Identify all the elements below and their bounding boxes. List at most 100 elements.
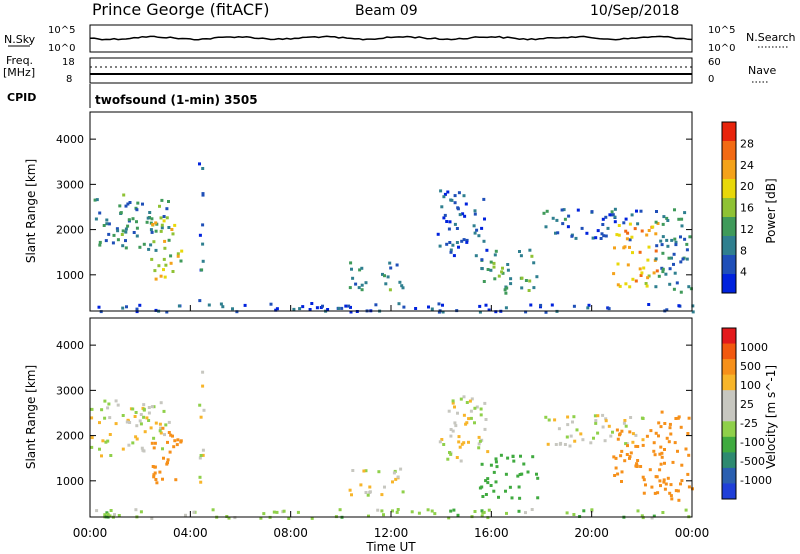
range-cell <box>153 471 157 475</box>
range-cell <box>98 447 101 451</box>
range-cell <box>626 263 630 267</box>
range-cell <box>462 413 466 417</box>
range-cell <box>177 304 181 308</box>
range-cell <box>139 422 143 426</box>
range-cell <box>511 454 515 458</box>
range-cell <box>634 433 638 437</box>
range-cell <box>160 198 164 202</box>
colorbar-tick-label: 100 <box>740 379 761 392</box>
range-cell <box>617 224 621 227</box>
range-cell <box>436 232 440 236</box>
range-cell <box>360 283 364 287</box>
range-cell <box>482 280 486 283</box>
blob-3 <box>348 261 405 292</box>
range-cell <box>500 270 504 274</box>
range-cell <box>554 443 558 446</box>
range-cell <box>449 250 453 254</box>
range-cell <box>150 441 154 445</box>
range-cell <box>647 245 651 249</box>
range-cell <box>310 302 314 305</box>
range-cell <box>171 270 175 273</box>
range-cell <box>184 513 187 517</box>
x-tick-label: 20:00 <box>574 526 609 540</box>
range-cell <box>443 192 447 196</box>
range-cell <box>430 307 434 311</box>
range-cell <box>383 274 386 278</box>
range-cell <box>453 421 457 425</box>
range-cell <box>663 461 666 465</box>
range-cell <box>459 459 463 463</box>
range-cell <box>676 416 680 420</box>
range-cell <box>520 472 524 476</box>
range-cell <box>685 248 689 252</box>
range-cell <box>656 491 660 495</box>
range-cell <box>685 257 689 261</box>
range-cell <box>615 233 619 237</box>
range-cell <box>198 233 202 237</box>
range-cell <box>449 434 453 438</box>
range-cell <box>452 508 456 512</box>
range-cell <box>443 213 447 217</box>
range-cell <box>628 285 632 289</box>
blob-6 <box>544 413 645 448</box>
range-cell <box>527 289 531 292</box>
range-cell <box>603 439 607 443</box>
range-cell <box>150 257 154 261</box>
colorbar-tick-label: 24 <box>740 159 754 172</box>
range-cell <box>452 254 456 258</box>
range-cell <box>350 267 353 271</box>
range-cell <box>589 441 593 445</box>
range-cell <box>199 415 203 419</box>
range-cell <box>151 465 155 468</box>
range-cell <box>628 456 631 460</box>
range-cell <box>634 279 638 283</box>
range-cell <box>164 423 168 427</box>
range-cell <box>149 243 153 247</box>
range-cell <box>259 516 263 520</box>
range-cell <box>389 266 393 270</box>
range-cell <box>531 455 535 459</box>
range-cell <box>160 223 164 227</box>
range-cell <box>121 306 125 310</box>
power-plot <box>93 162 695 314</box>
range-cell <box>201 453 205 457</box>
range-cell <box>659 425 663 429</box>
range-cell <box>472 224 476 228</box>
range-cell <box>654 220 658 224</box>
range-cell <box>667 440 671 444</box>
range-cell <box>149 426 153 430</box>
velocity-plot <box>90 370 694 520</box>
range-cell <box>145 220 149 224</box>
range-cell <box>530 508 534 511</box>
range-cell <box>462 441 466 445</box>
range-cell <box>163 433 166 437</box>
range-cell <box>651 225 655 229</box>
range-cell <box>667 256 671 260</box>
colorbar-swatch <box>722 452 736 469</box>
range-cell <box>199 480 203 484</box>
range-cell <box>630 235 634 239</box>
range-cell <box>519 254 523 258</box>
range-cell <box>467 440 470 444</box>
colorbar-swatch <box>722 274 736 294</box>
range-cell <box>340 306 344 310</box>
range-cell <box>114 422 118 426</box>
range-cell <box>162 257 166 261</box>
range-cell <box>128 421 132 424</box>
range-cell <box>176 252 180 256</box>
range-cell <box>455 241 459 244</box>
range-cell <box>684 508 688 512</box>
range-cell <box>625 453 629 456</box>
range-cell <box>640 271 644 275</box>
range-cell <box>427 305 430 309</box>
range-cell <box>475 228 479 232</box>
range-cell <box>524 511 527 515</box>
range-cell <box>116 403 120 407</box>
range-cell <box>590 210 594 214</box>
range-cell <box>634 464 638 468</box>
range-cell <box>614 466 618 470</box>
range-cell <box>127 218 131 222</box>
range-cell <box>494 310 498 314</box>
range-cell <box>591 236 595 240</box>
range-cell <box>482 197 486 201</box>
